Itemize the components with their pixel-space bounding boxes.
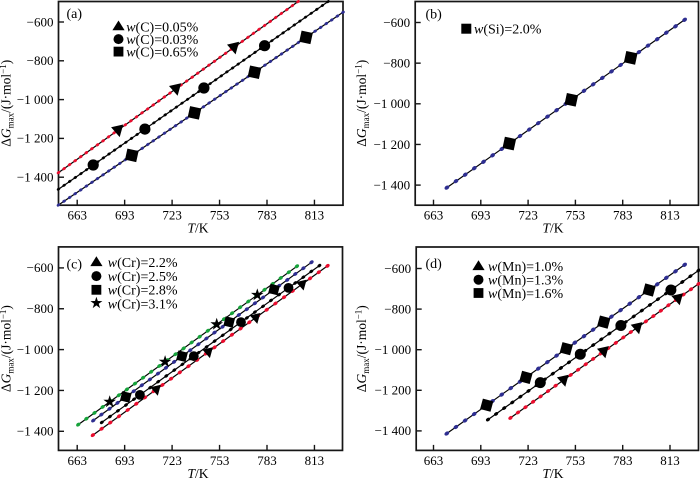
svg-text:693: 693	[471, 453, 491, 468]
svg-text:813: 813	[660, 208, 680, 223]
svg-text:−800: −800	[384, 301, 411, 316]
svg-text:w(Cr)=2.8%: w(Cr)=2.8%	[108, 284, 178, 299]
svg-text:−1 200: −1 200	[375, 383, 412, 398]
svg-text:−800: −800	[27, 301, 54, 316]
svg-text:723: 723	[162, 453, 182, 468]
svg-text:w(Mn)=1.6%: w(Mn)=1.6%	[488, 287, 564, 302]
svg-text:783: 783	[613, 208, 633, 223]
svg-text:w(Cr)=2.2%: w(Cr)=2.2%	[108, 256, 178, 271]
svg-text:753: 753	[566, 453, 586, 468]
svg-text:−600: −600	[27, 14, 54, 29]
svg-text:−1 000: −1 000	[375, 342, 412, 357]
svg-text:663: 663	[424, 208, 444, 223]
svg-text:−600: −600	[27, 260, 54, 275]
svg-text:w(Cr)=3.1%: w(Cr)=3.1%	[108, 297, 178, 312]
svg-text:813: 813	[305, 208, 325, 223]
svg-text:(a): (a)	[67, 7, 83, 22]
svg-text:753: 753	[210, 453, 230, 468]
svg-text:−1 400: −1 400	[374, 177, 411, 192]
svg-text:783: 783	[257, 453, 277, 468]
svg-text:723: 723	[162, 208, 182, 223]
svg-text:813: 813	[660, 453, 680, 468]
svg-text:693: 693	[471, 208, 491, 223]
svg-text:783: 783	[257, 208, 277, 223]
svg-text:813: 813	[305, 453, 325, 468]
svg-text:T/K: T/K	[187, 466, 208, 480]
svg-text:−1 000: −1 000	[374, 96, 411, 111]
svg-text:(d): (d)	[426, 257, 443, 272]
svg-text:(b): (b)	[426, 7, 443, 22]
svg-text:663: 663	[67, 208, 87, 223]
svg-text:−1 200: −1 200	[17, 383, 54, 398]
svg-text:w(C)=0.03%: w(C)=0.03%	[126, 33, 198, 48]
svg-text:−1 400: −1 400	[17, 170, 54, 185]
svg-text:753: 753	[566, 208, 586, 223]
svg-text:w(Mn)=1.3%: w(Mn)=1.3%	[488, 274, 564, 289]
svg-text:−1 400: −1 400	[375, 423, 412, 438]
svg-text:T/K: T/K	[542, 221, 563, 236]
svg-text:−1 200: −1 200	[17, 131, 54, 146]
svg-text:w(Mn)=1.0%: w(Mn)=1.0%	[488, 260, 564, 275]
svg-text:−800: −800	[27, 53, 54, 68]
svg-text:753: 753	[210, 208, 230, 223]
svg-text:−1 000: −1 000	[17, 342, 54, 357]
svg-text:783: 783	[613, 453, 633, 468]
svg-text:693: 693	[115, 453, 135, 468]
svg-text:663: 663	[424, 453, 444, 468]
svg-text:w(C)=0.05%: w(C)=0.05%	[126, 20, 198, 35]
svg-text:−1 200: −1 200	[374, 137, 411, 152]
svg-text:−800: −800	[383, 56, 410, 71]
svg-text:(c): (c)	[67, 258, 83, 273]
svg-text:T/K: T/K	[187, 221, 208, 236]
svg-text:w(Cr)=2.5%: w(Cr)=2.5%	[108, 270, 178, 285]
svg-text:−1 400: −1 400	[17, 424, 54, 439]
svg-text:723: 723	[518, 208, 538, 223]
svg-text:723: 723	[518, 453, 538, 468]
svg-text:−600: −600	[384, 261, 411, 276]
svg-text:w(Si)=2.0%: w(Si)=2.0%	[474, 22, 542, 37]
svg-text:T/K: T/K	[542, 466, 563, 480]
svg-text:663: 663	[67, 453, 87, 468]
svg-text:w(C)=0.65%: w(C)=0.65%	[126, 45, 198, 60]
svg-text:−1 000: −1 000	[17, 92, 54, 107]
svg-text:−600: −600	[383, 15, 410, 30]
svg-text:693: 693	[115, 208, 135, 223]
